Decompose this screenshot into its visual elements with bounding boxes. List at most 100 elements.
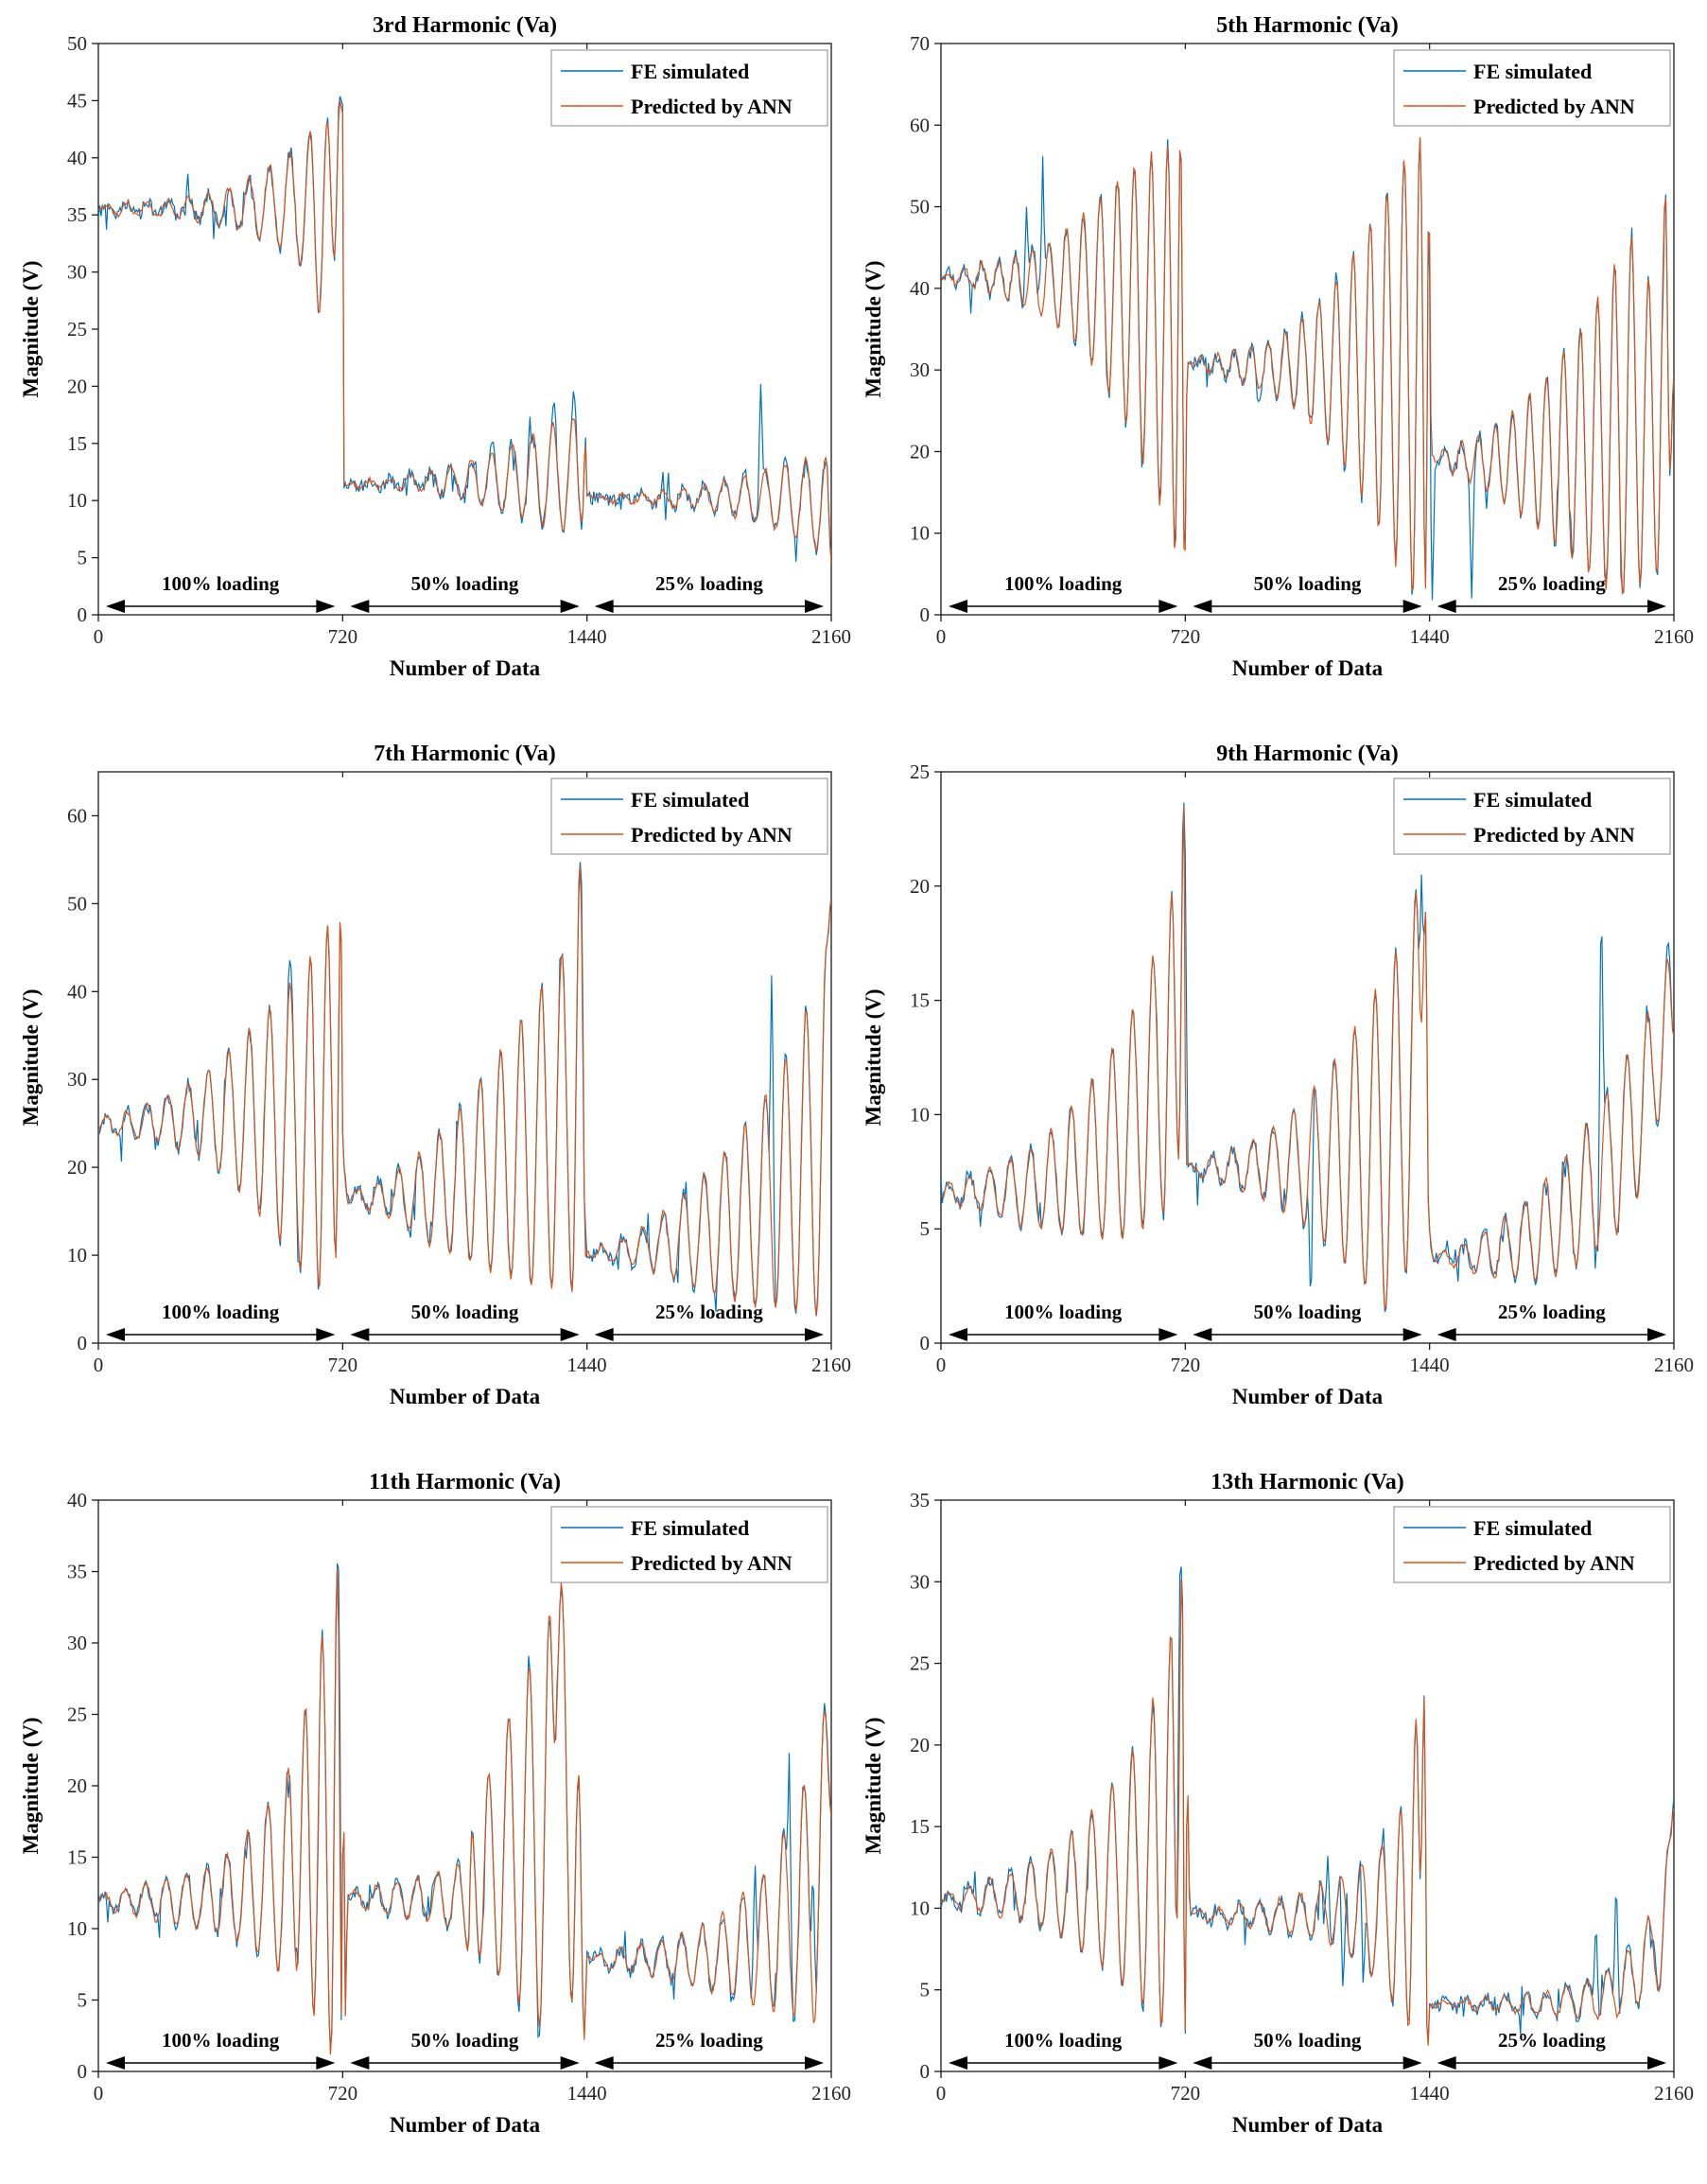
x-tick-label: 0 (936, 1354, 947, 1376)
x-tick-label: 720 (328, 1354, 358, 1376)
loading-annotation: 100% loading (949, 1301, 1178, 1341)
loading-annotation-label: 100% loading (162, 572, 280, 595)
arrowhead-left-icon (350, 1328, 370, 1341)
y-tick-label: 20 (910, 875, 930, 898)
arrowhead-left-icon (594, 1328, 614, 1341)
legend: FE simulated Predicted by ANN (1393, 1506, 1671, 1583)
legend-box (550, 778, 828, 855)
y-tick-label: 5 (920, 1217, 931, 1240)
y-tick-label: 0 (920, 2060, 931, 2083)
loading-annotation-label: 25% loading (655, 2029, 763, 2052)
x-axis-label: Number of Data (390, 1385, 541, 1408)
arrowhead-left-icon (594, 2056, 614, 2070)
arrowhead-right-icon (316, 2056, 336, 2070)
x-tick-label: 720 (1171, 1354, 1201, 1376)
axes-frame (97, 43, 832, 616)
loading-annotation-label: 100% loading (1004, 2029, 1123, 2052)
series-group (98, 862, 831, 1317)
series-predicted-ann (941, 137, 1674, 595)
x-tick-label: 0 (94, 2082, 104, 2105)
legend-box (550, 49, 828, 127)
series-group (98, 1563, 831, 2055)
series-fe-simulated (941, 139, 1674, 601)
legend-label-ann: Predicted by ANN (1473, 95, 1635, 118)
arrowhead-left-icon (949, 2056, 967, 2070)
y-tick-label: 20 (67, 1156, 87, 1179)
legend-label-fe: FE simulated (631, 788, 749, 812)
y-tick-label: 25 (910, 1652, 930, 1675)
arrowhead-right-icon (805, 600, 824, 613)
x-tick-label: 0 (936, 2082, 947, 2105)
x-tick-label: 1440 (1410, 1354, 1450, 1376)
y-tick-label: 15 (67, 432, 87, 455)
loading-annotation: 50% loading (350, 1301, 580, 1341)
arrowhead-right-icon (805, 1328, 824, 1341)
y-tick-label: 30 (67, 1068, 87, 1091)
series-fe-simulated (98, 96, 831, 562)
series-predicted-ann (98, 99, 831, 564)
legend-label-ann: Predicted by ANN (631, 1551, 793, 1575)
arrowhead-left-icon (350, 2056, 370, 2070)
x-tick-label: 720 (328, 2082, 358, 2105)
loading-annotation: 50% loading (1193, 1301, 1422, 1341)
x-tick-label: 1440 (567, 1354, 607, 1376)
series-group (98, 96, 831, 564)
arrowhead-left-icon (1193, 1328, 1212, 1341)
y-tick-label: 15 (910, 989, 930, 1012)
y-tick-label: 10 (910, 522, 930, 545)
loading-annotation: 25% loading (594, 1301, 824, 1341)
loading-annotation-label: 50% loading (1254, 2029, 1362, 2052)
arrowhead-left-icon (106, 2056, 125, 2070)
y-tick-label: 0 (78, 603, 88, 626)
x-axis-label: Number of Data (1232, 2113, 1384, 2137)
loading-annotation-label: 25% loading (655, 1301, 763, 1323)
legend: FE simulated Predicted by ANN (1393, 49, 1671, 127)
y-tick-label: 20 (67, 1774, 87, 1797)
y-tick-label: 60 (910, 114, 930, 136)
loading-annotation-label: 25% loading (1498, 572, 1606, 595)
loading-annotation-label: 50% loading (1254, 572, 1362, 595)
series-fe-simulated (941, 802, 1674, 1313)
y-tick-label: 40 (910, 277, 930, 300)
x-tick-label: 1440 (1410, 2082, 1450, 2105)
panel-title: 3rd Harmonic (Va) (373, 13, 557, 38)
loading-annotation: 100% loading (106, 2029, 336, 2070)
arrowhead-right-icon (805, 2056, 824, 2070)
arrowhead-right-icon (1402, 600, 1422, 613)
legend: FE simulated Predicted by ANN (550, 778, 828, 855)
arrowhead-right-icon (560, 1328, 580, 1341)
chart-panel-3: 7th Harmonic (Va) 0 10 20 30 40 50 60 0 720 1440 21… (19, 742, 851, 1408)
loading-annotation-label: 25% loading (1498, 2029, 1606, 2052)
arrowhead-right-icon (1158, 2056, 1178, 2070)
arrowhead-right-icon (1402, 2056, 1422, 2070)
y-tick-label: 50 (67, 892, 87, 915)
y-tick-label: 20 (910, 1734, 930, 1756)
arrowhead-right-icon (1158, 600, 1178, 613)
axes-frame (940, 771, 1675, 1344)
axes-frame (97, 1499, 832, 2072)
loading-annotation: 25% loading (1437, 1301, 1666, 1341)
legend-label-ann: Predicted by ANN (631, 823, 793, 847)
loading-annotation-label: 50% loading (411, 2029, 519, 2052)
loading-annotation: 100% loading (106, 572, 336, 613)
arrowhead-left-icon (1193, 600, 1212, 613)
y-axis-label: Magnitude (V) (862, 988, 885, 1126)
series-predicted-ann (98, 1567, 831, 2055)
legend: FE simulated Predicted by ANN (1393, 778, 1671, 855)
x-tick-label: 1440 (1410, 625, 1450, 648)
x-tick-label: 720 (328, 625, 358, 648)
x-axis-label: Number of Data (1232, 1385, 1384, 1408)
arrowhead-left-icon (1437, 2056, 1456, 2070)
arrowhead-left-icon (949, 600, 967, 613)
series-predicted-ann (941, 805, 1674, 1310)
legend-label-fe: FE simulated (1473, 788, 1592, 812)
y-tick-label: 40 (67, 1489, 87, 1511)
x-tick-label: 2160 (1654, 2082, 1694, 2105)
y-tick-label: 10 (910, 1896, 930, 1919)
x-tick-label: 1440 (567, 2082, 607, 2105)
loading-annotation-label: 25% loading (655, 572, 763, 595)
y-tick-label: 30 (67, 1632, 87, 1654)
loading-annotation: 50% loading (1193, 2029, 1422, 2070)
series-fe-simulated (98, 862, 831, 1317)
x-tick-label: 2160 (811, 2082, 851, 2105)
